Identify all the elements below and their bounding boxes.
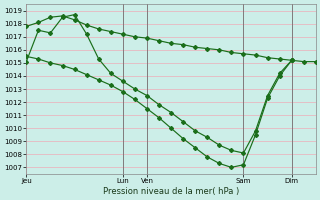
X-axis label: Pression niveau de la mer( hPa ): Pression niveau de la mer( hPa ) [103,187,239,196]
